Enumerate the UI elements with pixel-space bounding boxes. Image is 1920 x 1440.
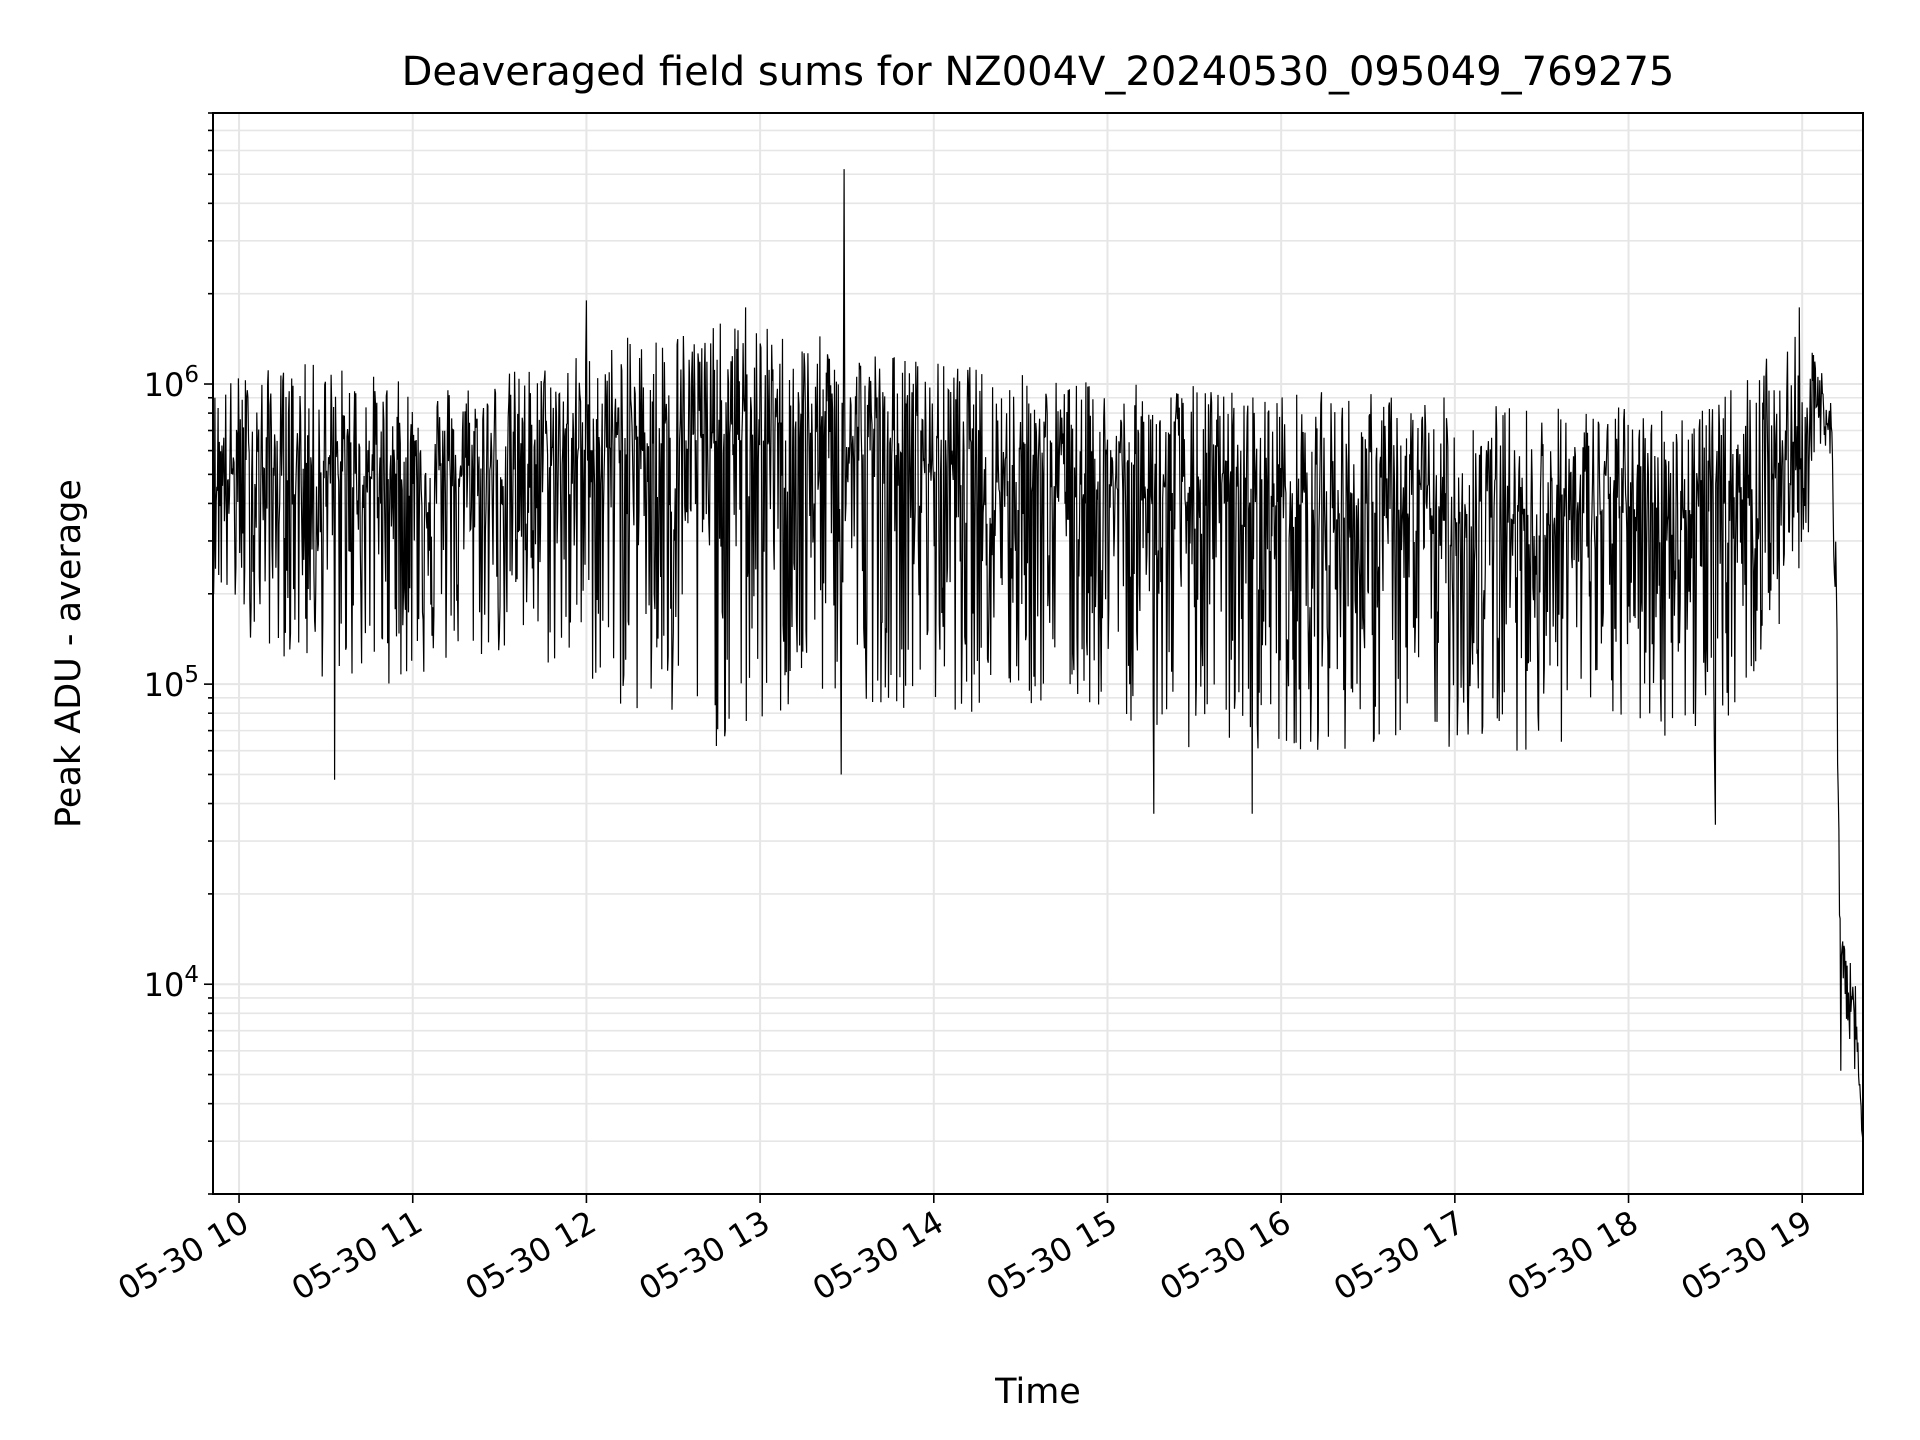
y-axis-label: Peak ADU - average bbox=[49, 479, 89, 828]
y-tick-label: 106 bbox=[144, 362, 199, 404]
y-tick-label: 104 bbox=[144, 962, 199, 1004]
x-axis-label: Time bbox=[994, 1372, 1081, 1412]
plot-frame bbox=[212, 112, 1864, 1195]
chart-title: Deaveraged field sums for NZ004V_2024053… bbox=[402, 49, 1675, 95]
data-series bbox=[212, 169, 1864, 1142]
y-tick-label: 105 bbox=[144, 662, 199, 704]
series-line bbox=[212, 169, 1864, 1142]
